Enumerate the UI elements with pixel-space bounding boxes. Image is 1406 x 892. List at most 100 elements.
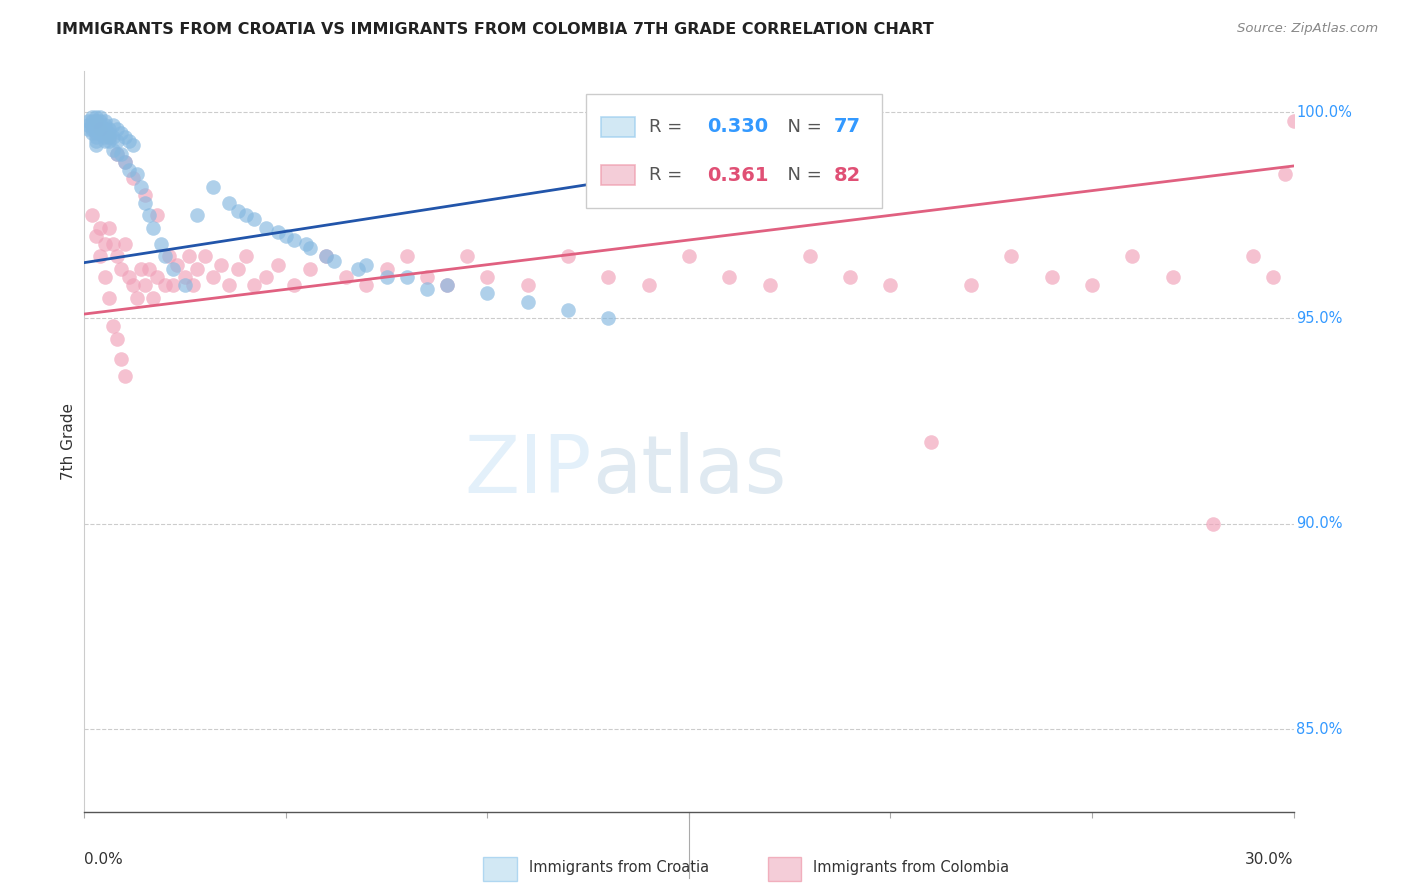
- Point: [142, 291, 165, 305]
- Point: [153, 278, 176, 293]
- Point: [1202, 516, 1225, 531]
- Point: [97, 130, 120, 145]
- Point: [110, 146, 132, 161]
- Point: [181, 278, 204, 293]
- Point: [138, 208, 160, 222]
- Point: [356, 278, 378, 293]
- Point: [179, 249, 201, 263]
- Point: [295, 237, 318, 252]
- Point: [174, 270, 197, 285]
- Point: [86, 110, 108, 124]
- Point: [93, 237, 115, 252]
- Point: [174, 278, 197, 293]
- Point: [93, 126, 115, 140]
- Text: 100.0%: 100.0%: [1296, 105, 1351, 120]
- Point: [89, 110, 111, 124]
- Point: [839, 270, 862, 285]
- Text: Source: ZipAtlas.com: Source: ZipAtlas.com: [1237, 22, 1378, 36]
- Point: [235, 249, 257, 263]
- Point: [89, 122, 111, 136]
- Point: [97, 134, 120, 148]
- FancyBboxPatch shape: [600, 117, 634, 137]
- Point: [101, 143, 124, 157]
- Point: [121, 171, 143, 186]
- Point: [598, 311, 620, 326]
- Point: [254, 270, 277, 285]
- Point: [97, 126, 120, 140]
- Point: [89, 126, 111, 140]
- Point: [89, 220, 111, 235]
- Text: 0.330: 0.330: [707, 118, 768, 136]
- Point: [86, 118, 108, 132]
- Point: [93, 118, 115, 132]
- Point: [637, 278, 659, 293]
- Point: [242, 278, 264, 293]
- Point: [77, 118, 100, 132]
- Point: [82, 208, 104, 222]
- Point: [1241, 249, 1264, 263]
- Point: [235, 208, 257, 222]
- Point: [186, 261, 208, 276]
- Point: [82, 126, 104, 140]
- Point: [146, 208, 169, 222]
- Text: 95.0%: 95.0%: [1296, 310, 1343, 326]
- Point: [267, 225, 290, 239]
- Point: [114, 154, 136, 169]
- Point: [97, 122, 120, 136]
- Point: [718, 270, 741, 285]
- FancyBboxPatch shape: [600, 165, 634, 186]
- Point: [598, 270, 620, 285]
- Text: 0.0%: 0.0%: [84, 853, 124, 867]
- Point: [118, 163, 141, 178]
- Point: [879, 278, 901, 293]
- Text: R =: R =: [650, 166, 688, 184]
- Point: [105, 134, 128, 148]
- Point: [86, 113, 108, 128]
- Point: [114, 368, 136, 383]
- Y-axis label: 7th Grade: 7th Grade: [60, 403, 76, 480]
- Point: [101, 237, 124, 252]
- Point: [226, 204, 249, 219]
- Point: [960, 278, 983, 293]
- Point: [920, 434, 942, 449]
- Point: [86, 138, 108, 153]
- Text: N =: N =: [776, 166, 828, 184]
- Point: [283, 278, 305, 293]
- Point: [121, 278, 143, 293]
- Point: [254, 220, 277, 235]
- Point: [93, 270, 115, 285]
- Point: [1274, 167, 1296, 181]
- Point: [82, 118, 104, 132]
- Point: [105, 146, 128, 161]
- Point: [89, 122, 111, 136]
- Point: [436, 278, 458, 293]
- Point: [142, 220, 165, 235]
- Point: [323, 253, 346, 268]
- Point: [1263, 270, 1285, 285]
- Point: [557, 249, 579, 263]
- Point: [105, 249, 128, 263]
- Point: [134, 196, 156, 211]
- Point: [436, 278, 458, 293]
- Point: [218, 278, 240, 293]
- Point: [299, 261, 322, 276]
- Point: [77, 113, 100, 128]
- Point: [299, 241, 322, 255]
- Point: [125, 167, 148, 181]
- Point: [315, 249, 337, 263]
- Point: [129, 179, 152, 194]
- Point: [97, 291, 120, 305]
- Text: 85.0%: 85.0%: [1296, 722, 1343, 737]
- Point: [1040, 270, 1063, 285]
- Text: IMMIGRANTS FROM CROATIA VS IMMIGRANTS FROM COLOMBIA 7TH GRADE CORRELATION CHART: IMMIGRANTS FROM CROATIA VS IMMIGRANTS FR…: [56, 22, 934, 37]
- Point: [202, 179, 225, 194]
- Point: [86, 126, 108, 140]
- Point: [118, 134, 141, 148]
- Point: [82, 113, 104, 128]
- Point: [114, 154, 136, 169]
- Point: [153, 249, 176, 263]
- Point: [267, 258, 290, 272]
- Point: [157, 249, 180, 263]
- Point: [416, 270, 439, 285]
- Point: [209, 258, 232, 272]
